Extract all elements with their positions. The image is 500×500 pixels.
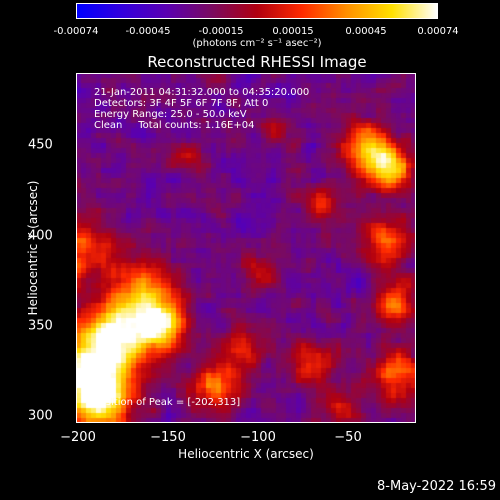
colorbar-gradient bbox=[77, 4, 437, 18]
x-axis-label: Heliocentric X (arcsec) bbox=[178, 447, 314, 461]
colorbar-tick-label: 0.00074 bbox=[417, 26, 459, 37]
peak-position-label: Position of Peak = [-202,313] bbox=[94, 397, 241, 408]
y-tick-label: 300 bbox=[28, 408, 53, 424]
info-clean-counts: Clean Total counts: 1.16E+04 bbox=[94, 120, 255, 131]
rhessi-heatmap-image bbox=[76, 73, 416, 423]
colorbar bbox=[76, 3, 438, 19]
x-tick-label: −50 bbox=[334, 430, 362, 445]
x-tick-label: −150 bbox=[150, 430, 186, 445]
x-tick-label: −200 bbox=[60, 430, 96, 445]
colorbar-tick-label: -0.00015 bbox=[198, 26, 244, 37]
info-detectors: Detectors: 3F 4F 5F 6F 7F 8F, Att 0 bbox=[94, 98, 269, 109]
y-axis-label: Heliocentric Y (arcsec) bbox=[26, 180, 40, 316]
y-tick-label: 400 bbox=[28, 228, 53, 244]
plot-timestamp: 8-May-2022 16:59 bbox=[377, 479, 496, 494]
colorbar-unit-label: (photons cm⁻² s⁻¹ asec⁻²) bbox=[192, 38, 322, 49]
info-energy-range: Energy Range: 25.0 - 50.0 keV bbox=[94, 109, 247, 120]
y-tick-label: 350 bbox=[28, 318, 53, 334]
colorbar-tick-label: 0.00015 bbox=[272, 26, 314, 37]
colorbar-tick-label: 0.00045 bbox=[345, 26, 387, 37]
y-tick-label: 450 bbox=[28, 137, 53, 153]
colorbar-tick-label: -0.00045 bbox=[125, 26, 171, 37]
chart-title: Reconstructed RHESSI Image bbox=[147, 53, 367, 71]
image-plot-area: 21-Jan-2011 04:31:32.000 to 04:35:20.000… bbox=[76, 73, 416, 423]
info-time-range: 21-Jan-2011 04:31:32.000 to 04:35:20.000 bbox=[94, 87, 310, 98]
colorbar-tick-label: -0.00074 bbox=[53, 26, 99, 37]
x-tick-label: −100 bbox=[240, 430, 276, 445]
